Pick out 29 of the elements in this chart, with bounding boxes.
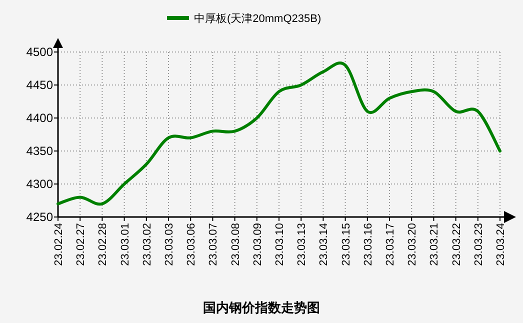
x-tick-label: 23.03.17 (384, 223, 396, 266)
x-tick-label: 23.03.21 (428, 223, 441, 266)
legend-label: 中厚板(天津20mmQ235B) (194, 12, 322, 25)
x-tick-label: 23.03.20 (406, 223, 419, 266)
y-tick-label: 4350 (26, 144, 54, 158)
x-tick-label: 23.02.24 (53, 223, 65, 266)
x-tick-label: 23.03.03 (164, 223, 176, 266)
x-tick-label: 23.03.10 (274, 223, 286, 266)
x-tick-label: 23.03.13 (296, 223, 308, 266)
x-tick-label: 23.02.27 (75, 223, 88, 266)
x-tick-label: 23.03.15 (340, 223, 352, 266)
x-tick-label: 23.03.22 (450, 223, 463, 266)
x-tick-label: 23.03.01 (119, 223, 132, 266)
x-tick-label: 23.03.08 (230, 223, 242, 266)
x-tick-label: 23.03.07 (208, 223, 220, 266)
x-tick-label: 23.03.16 (362, 223, 374, 266)
y-tick-label: 4250 (26, 210, 54, 224)
text: 国内钢价指数走势图 (203, 300, 320, 315)
x-tick-label: 23.03.09 (252, 223, 264, 266)
y-tick-label: 4300 (26, 177, 54, 191)
y-tick-label: 4500 (26, 45, 54, 59)
x-tick-label: 23.02.28 (97, 223, 110, 266)
y-tick-label: 4450 (26, 78, 54, 92)
x-tick-label: 23.03.06 (186, 223, 198, 266)
x-tick-label: 23.03.02 (141, 223, 154, 266)
y-tick-label: 4400 (26, 111, 54, 125)
x-tick-label: 23.03.24 (495, 223, 507, 266)
x-tick-label: 23.03.14 (318, 223, 330, 266)
x-tick-label: 23.03.23 (472, 223, 485, 266)
